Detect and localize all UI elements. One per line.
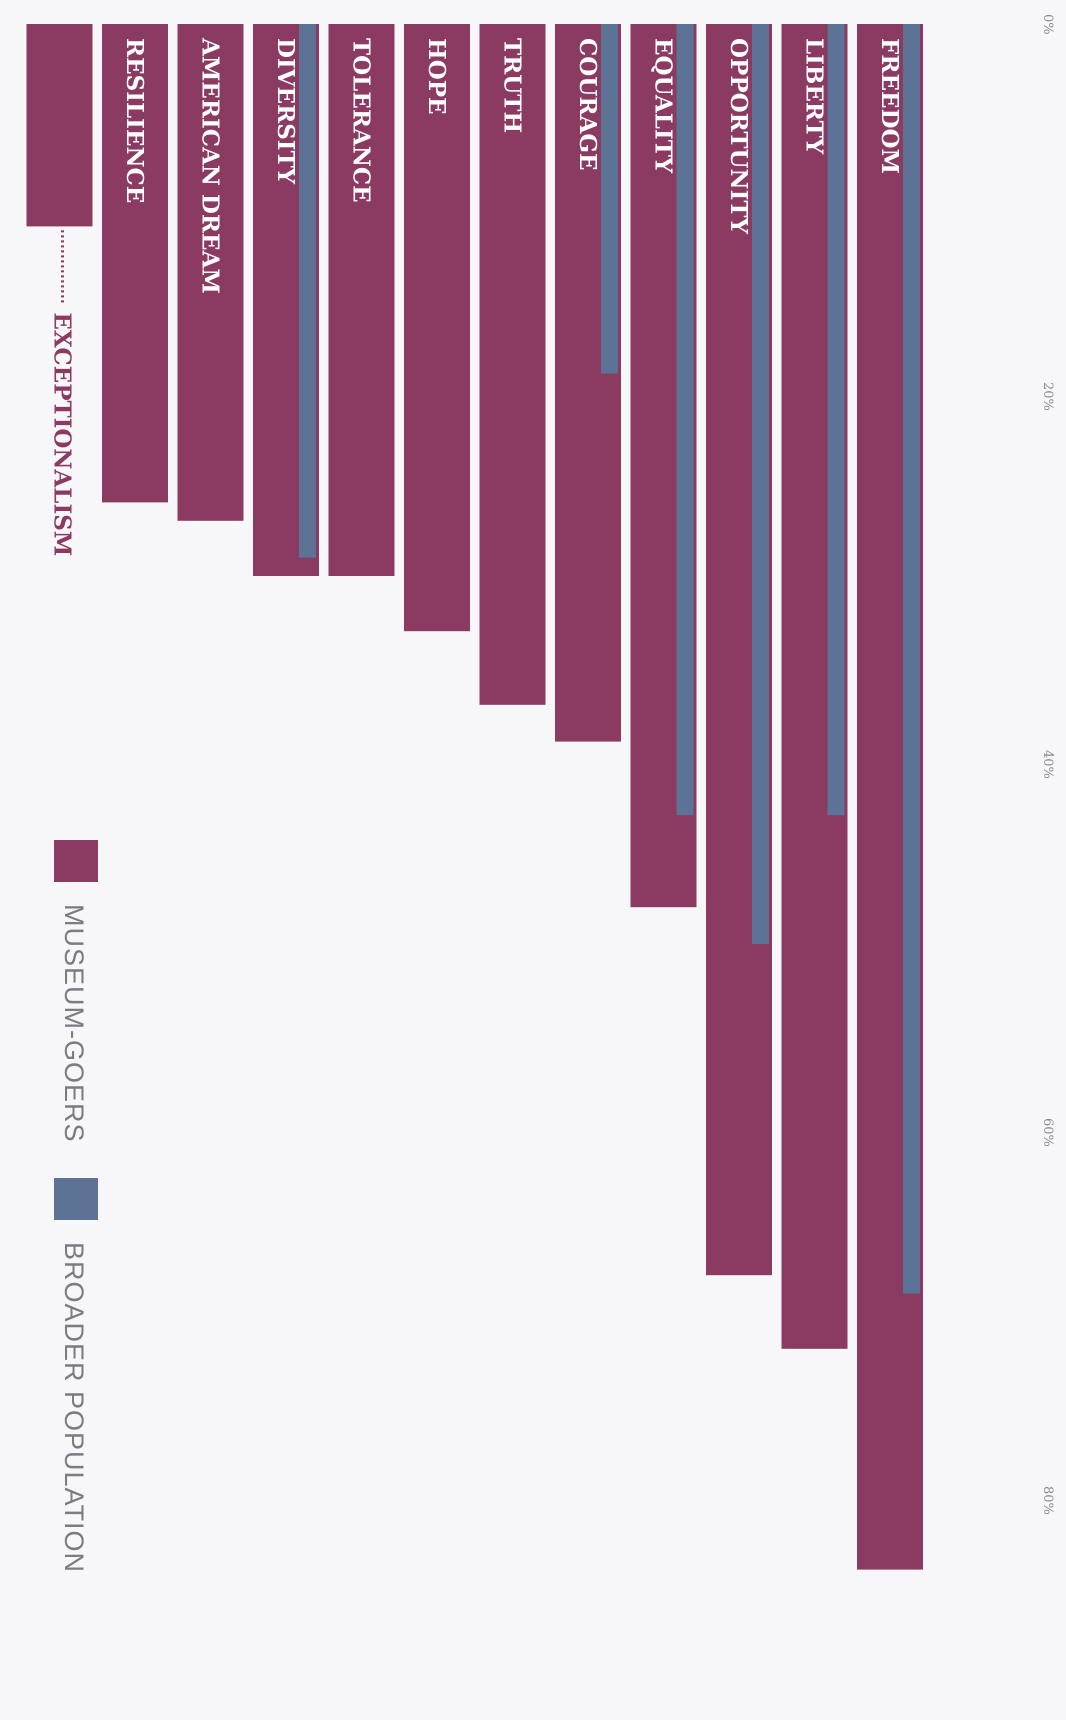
category-label: OPPORTUNITY — [725, 38, 752, 234]
category-label: AMERICAN DREAM — [197, 37, 224, 294]
bar-broader-population — [827, 24, 845, 816]
category-label: TRUTH — [499, 38, 526, 133]
chart-rotated-group: 0% 20% 40% 60% 80% FREEDOM LIBERTY OPPORTUNITY E… — [26, 14, 1055, 1573]
category-label: COURAGE — [574, 38, 601, 171]
bar-museum-goers — [404, 24, 470, 632]
legend-label-museum-goers: MUSEUM-GOERS — [59, 904, 89, 1143]
category-label: EQUALITY — [650, 38, 677, 174]
bar-museum-goers — [177, 24, 244, 521]
tick-label: 40% — [1040, 750, 1055, 779]
bar-broader-population — [903, 24, 920, 1294]
legend-swatch-museum-goers — [54, 840, 98, 882]
category-label: RESILIENCE — [121, 38, 148, 203]
legend-swatch-broader-population — [54, 1178, 98, 1220]
category-label: LIBERTY — [801, 38, 828, 155]
tick-label: 80% — [1040, 1486, 1055, 1515]
category-label: EXCEPTIONALISM — [49, 312, 76, 556]
bar-museum-goers — [328, 24, 395, 576]
category-label: TOLERANCE — [348, 38, 375, 203]
legend-label-broader-population: BROADER POPULATION — [59, 1242, 89, 1573]
tick-label: 60% — [1040, 1118, 1055, 1147]
bar-museum-goers — [26, 24, 93, 227]
bar-museum-goers — [479, 24, 546, 705]
category-label: DIVERSITY — [272, 38, 299, 185]
bar-broader-population — [752, 24, 769, 944]
category-label: HOPE — [423, 38, 450, 115]
bar-broader-population — [601, 24, 618, 374]
category-label: FREEDOM — [876, 38, 903, 174]
tick-label: 0% — [1040, 14, 1055, 35]
bar-museum-goers — [102, 24, 168, 503]
bar-broader-population — [676, 24, 694, 816]
bar-broader-population — [299, 24, 316, 558]
tick-label: 20% — [1040, 382, 1055, 411]
